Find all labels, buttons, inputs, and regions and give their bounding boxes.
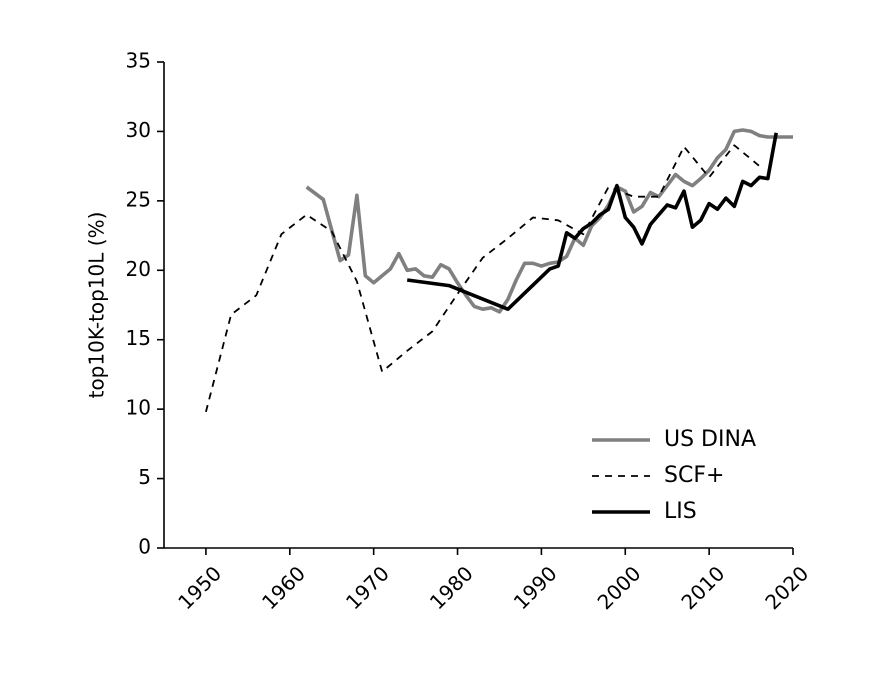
y-tick-label: 35 bbox=[126, 49, 151, 73]
ticks: 0 5 10 15 20 25 30 35 1950 1960 1970 1980 1990 2000 20… bbox=[126, 49, 814, 615]
legend: US DINA SCF+ LIS bbox=[592, 427, 756, 524]
y-tick-label: 25 bbox=[126, 187, 151, 211]
series-layer bbox=[205, 128, 793, 413]
x-tick-label: 1960 bbox=[257, 561, 310, 614]
y-tick-label: 20 bbox=[126, 257, 151, 281]
series-line-scf bbox=[205, 144, 761, 413]
legend-label: LIS bbox=[664, 499, 697, 524]
x-tick-label: 2010 bbox=[676, 561, 729, 614]
axes bbox=[163, 62, 793, 549]
x-tick-label: 1980 bbox=[425, 561, 478, 614]
y-tick-label: 15 bbox=[126, 326, 151, 350]
x-tick-label: 1990 bbox=[509, 561, 562, 614]
y-tick-label: 10 bbox=[126, 396, 151, 420]
series-line-us-dina bbox=[305, 128, 793, 314]
x-tick-label: 2020 bbox=[760, 561, 813, 614]
legend-label: SCF+ bbox=[664, 463, 724, 488]
x-tick-label: 2000 bbox=[593, 561, 646, 614]
x-tick-label: 1950 bbox=[173, 561, 226, 614]
y-tick-label: 30 bbox=[126, 118, 151, 142]
y-axis-title: top10K-top10L (%) bbox=[85, 212, 109, 399]
y-tick-label: 5 bbox=[138, 465, 151, 489]
x-tick-label: 1970 bbox=[341, 561, 394, 614]
y-tick-label: 0 bbox=[138, 535, 151, 559]
legend-label: US DINA bbox=[664, 427, 756, 452]
series-line-lis bbox=[406, 132, 778, 312]
